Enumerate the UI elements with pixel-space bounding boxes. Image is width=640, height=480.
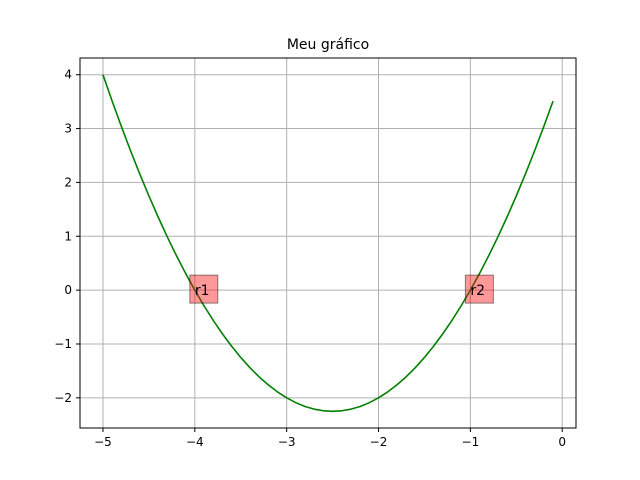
series-line [102,74,554,413]
plot-frame [79,57,577,429]
annotation-box [189,274,219,304]
series-layer [102,74,554,413]
y-tick-label: 4 [64,68,72,82]
annotation-box [464,274,494,304]
chart-title: Meu gráfico [287,37,369,53]
x-tick-label: −4 [186,435,204,449]
annotation-label: r2 [470,283,485,299]
x-tick-label: −1 [462,435,480,449]
y-tick-label: −2 [54,391,72,405]
x-tick-label: −3 [278,435,296,449]
y-tick-label: 3 [64,122,72,136]
x-tick-label: 0 [558,435,566,449]
grid [80,58,576,428]
annotation-label: r1 [195,283,210,299]
y-tick-label: 1 [64,229,72,243]
x-tick-label: −5 [94,435,112,449]
y-tick-label: 0 [64,283,72,297]
x-tick-label: −2 [370,435,388,449]
y-axis: −2 −1 0 1 2 3 4 [54,68,80,405]
y-tick-label: 2 [64,175,72,189]
x-axis: −5 −4 −3 −2 −1 0 [94,428,566,449]
y-tick-label: −1 [54,337,72,351]
annotation-layer: r1 r2 [189,274,494,304]
